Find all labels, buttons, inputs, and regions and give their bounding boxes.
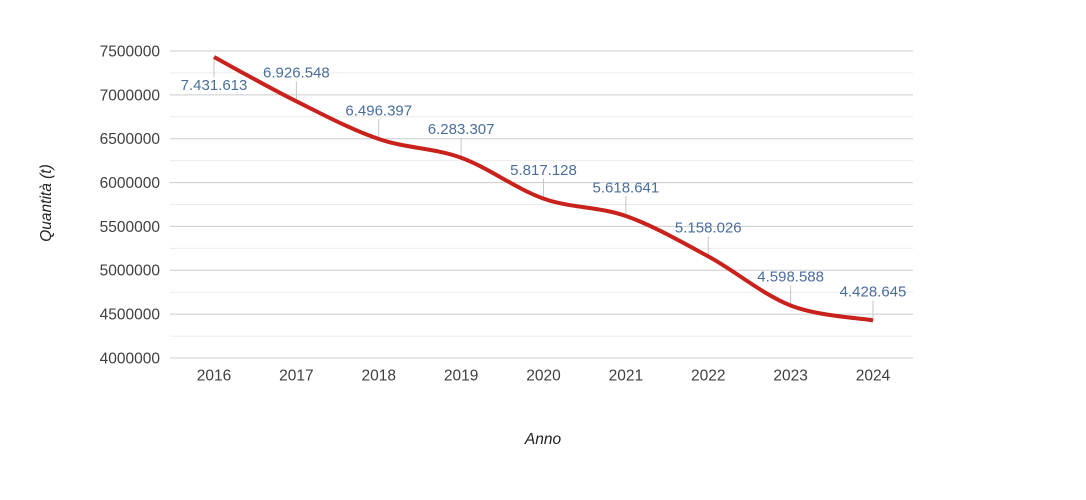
series-line — [213, 55, 874, 323]
y-tick-label: 7000000 — [100, 87, 161, 104]
annotation-label: 6.926.548 — [263, 65, 330, 82]
annotation-label: 6.283.307 — [428, 121, 495, 138]
x-tick-label: 2024 — [856, 367, 891, 384]
x-tick-label: 2017 — [279, 367, 313, 384]
y-tick-label: 6500000 — [100, 131, 161, 148]
y-tick-label: 4500000 — [100, 307, 161, 324]
x-tick-label: 2018 — [362, 367, 396, 384]
annotation-label: 4.598.588 — [757, 269, 824, 286]
annotation-label: 5.618.641 — [593, 179, 660, 196]
y-tick-label: 5500000 — [100, 219, 161, 236]
x-tick-label: 2020 — [526, 367, 561, 384]
y-tick-label: 6000000 — [100, 175, 161, 192]
x-tick-label: 2023 — [773, 367, 807, 384]
x-tick-label: 2016 — [197, 367, 231, 384]
annotation-label: 5.158.026 — [675, 220, 742, 237]
x-tick-label: 2019 — [444, 367, 478, 384]
x-tick-label: 2022 — [691, 367, 725, 384]
annotation-label: 4.428.645 — [840, 284, 907, 301]
annotation-label: 7.431.613 — [181, 77, 248, 94]
annotation-label: 6.496.397 — [345, 102, 412, 119]
y-axis-title: Quantità (t) — [38, 164, 55, 242]
y-tick-label: 7500000 — [100, 43, 161, 60]
x-axis-title: Anno — [524, 431, 562, 448]
x-tick-label: 2021 — [609, 367, 643, 384]
y-tick-label: 5000000 — [100, 263, 161, 280]
annotation-label: 5.817.128 — [510, 162, 577, 179]
y-tick-label: 4000000 — [100, 350, 161, 367]
